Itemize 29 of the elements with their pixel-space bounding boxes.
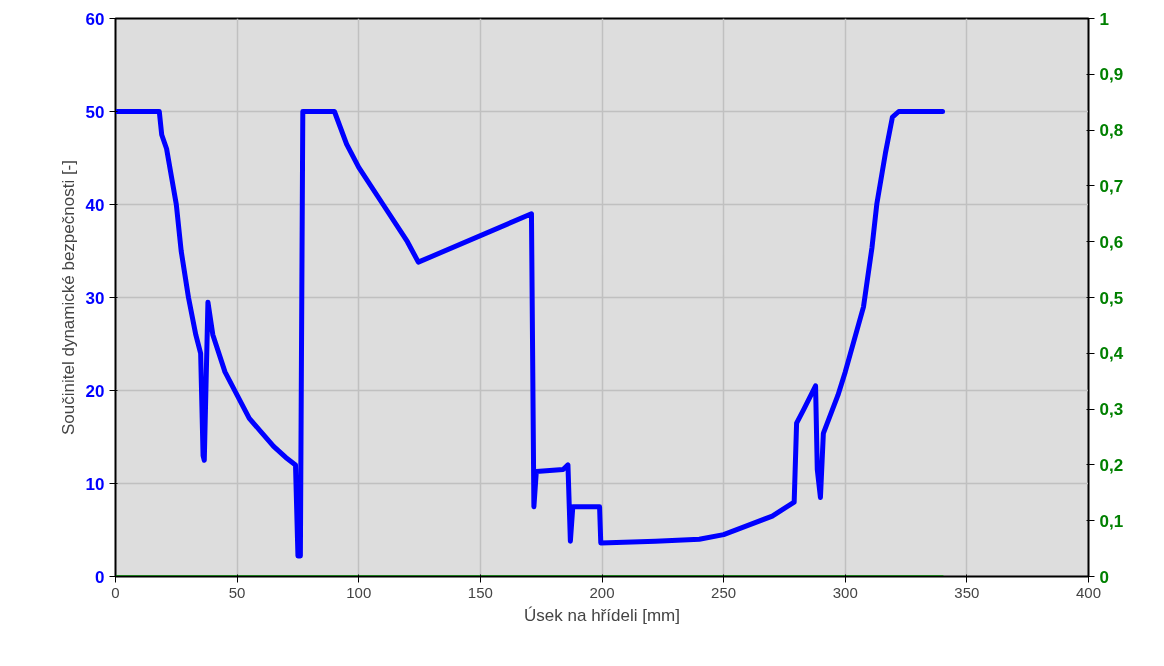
x-tick-label: 150 [467, 583, 493, 601]
y2-tick-label: 0,7 [1099, 176, 1124, 196]
y2-tick-label: 0,1 [1099, 511, 1124, 531]
x-tick-label: 50 [228, 583, 246, 601]
y2-tick-label: 0,8 [1099, 121, 1124, 141]
y-tick-label: 0 [95, 567, 105, 587]
y-tick-label: 10 [85, 474, 105, 494]
y-tick-label: 60 [85, 9, 105, 29]
x-tick-label: 250 [711, 583, 737, 601]
x-tick-label: 100 [346, 583, 372, 601]
y2-tick-label: 0,9 [1099, 65, 1124, 85]
x-tick-label: 400 [1075, 583, 1102, 601]
y2-tick-label: 0 [1099, 567, 1109, 587]
y2-tick-label: 0,4 [1099, 344, 1124, 364]
y2-tick-label: 0,3 [1099, 400, 1124, 420]
y2-tick-label: 0,2 [1099, 455, 1124, 475]
y2-tick-label: 0,5 [1099, 288, 1124, 308]
x-tick-label: 300 [832, 583, 858, 601]
x-tick-label: 200 [589, 583, 615, 601]
y2-tick-label: 0,6 [1099, 232, 1124, 252]
y-tick-label: 30 [85, 288, 105, 308]
y-axis-title: Součinitel dynamické bezpečnosti [-] [58, 160, 78, 435]
x-tick-label: 0 [111, 583, 120, 601]
y-tick-label: 40 [85, 195, 105, 215]
x-axis-title: Úsek na hřídeli [mm] [524, 605, 680, 625]
y2-tick-label: 1 [1099, 9, 1109, 29]
y-tick-label: 50 [85, 102, 105, 122]
y-tick-label: 20 [85, 381, 105, 401]
x-tick-label: 350 [954, 583, 980, 601]
